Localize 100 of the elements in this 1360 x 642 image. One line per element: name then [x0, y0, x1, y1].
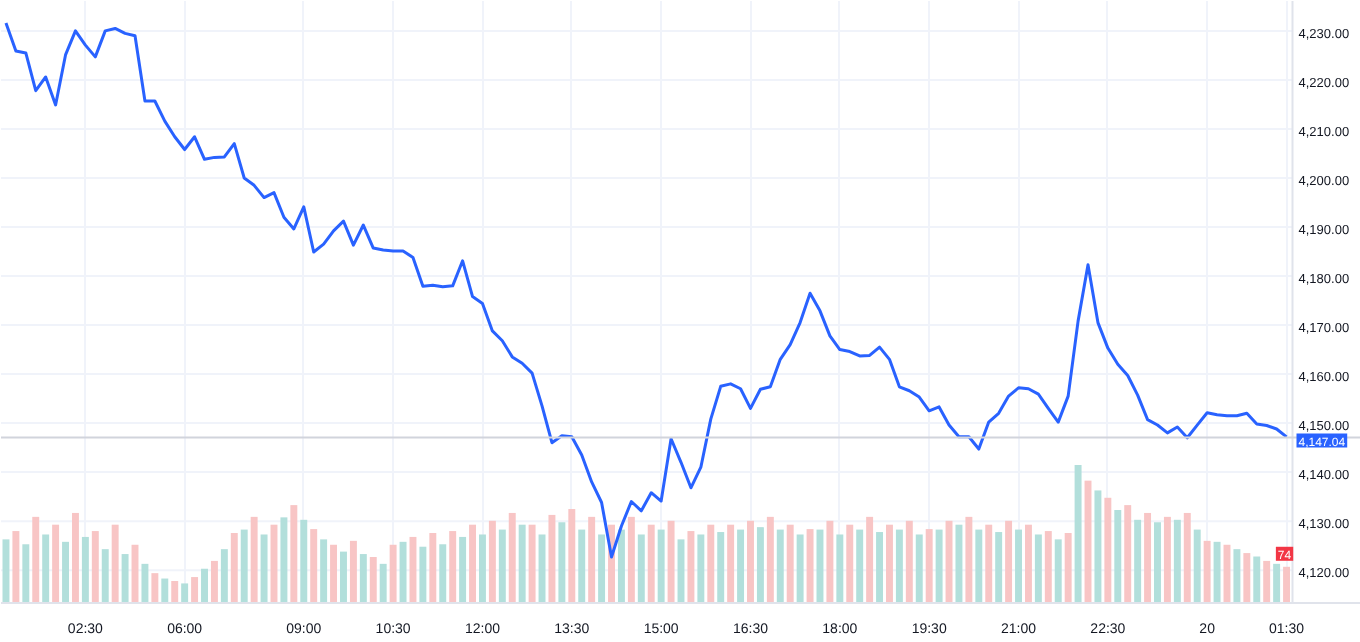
bar: [1154, 522, 1161, 603]
bar: [1253, 556, 1261, 603]
bar: [945, 520, 953, 603]
bar: [588, 516, 596, 603]
bar: [1094, 490, 1102, 603]
bar: [181, 583, 189, 603]
bar: [548, 514, 556, 603]
bar: [340, 551, 347, 603]
bar: [737, 529, 745, 603]
bar: [707, 524, 715, 603]
bar: [1034, 534, 1042, 603]
bar: [459, 536, 467, 603]
bar: [389, 544, 397, 603]
bar: [985, 524, 993, 603]
bar: [439, 544, 447, 603]
bar: [469, 524, 477, 603]
bar: [578, 529, 586, 603]
bar: [379, 563, 387, 603]
bar: [151, 573, 159, 603]
bar: [230, 533, 238, 603]
bar: [409, 536, 417, 603]
bar: [349, 540, 357, 603]
bar: [32, 516, 40, 603]
bar: [1015, 529, 1022, 603]
bar: [62, 541, 69, 603]
bar: [717, 532, 725, 603]
bar: [1213, 541, 1221, 603]
bar: [1183, 512, 1191, 603]
bar: [935, 529, 943, 603]
bar: [1114, 510, 1122, 603]
bar: [359, 554, 367, 603]
bar: [856, 529, 864, 603]
bar: [925, 529, 933, 603]
bar: [1283, 566, 1291, 603]
bar: [657, 529, 665, 603]
bar: [1044, 531, 1052, 603]
line-series: [4, 21, 1289, 559]
bar: [1064, 533, 1072, 603]
bar: [330, 544, 338, 603]
bar: [1144, 512, 1152, 603]
bar: [161, 578, 169, 603]
bar: [419, 546, 427, 603]
bar: [250, 516, 258, 603]
bar: [320, 539, 328, 603]
bar: [71, 512, 79, 603]
bar: [766, 516, 774, 603]
bar: [1134, 519, 1142, 603]
bar: [727, 524, 735, 603]
bar: [1005, 520, 1013, 603]
bar: [1173, 519, 1181, 603]
bar: [915, 534, 923, 603]
bar: [796, 534, 804, 603]
bar: [121, 554, 129, 603]
bar: [955, 524, 963, 603]
bar: [995, 532, 1003, 603]
bar: [697, 534, 705, 603]
bar: [965, 516, 973, 603]
bar: [111, 524, 119, 603]
bar: [2, 539, 10, 603]
bar: [508, 512, 516, 603]
bar: [846, 524, 854, 603]
bar: [12, 531, 20, 603]
bar: [449, 531, 457, 603]
bar: [290, 505, 298, 603]
bar: [747, 520, 754, 603]
bar: [1273, 563, 1281, 603]
bar: [171, 580, 179, 603]
bar: [201, 568, 208, 603]
bar: [91, 531, 99, 603]
bar: [220, 549, 228, 603]
bar: [627, 516, 635, 603]
bar: [776, 529, 784, 603]
bar: [141, 563, 149, 603]
bar: [81, 536, 89, 603]
bar: [429, 533, 437, 603]
bar: [558, 522, 566, 603]
bar: [1163, 516, 1171, 603]
bar: [637, 534, 645, 603]
bar: [478, 534, 486, 603]
bar: [240, 529, 248, 603]
bar: [300, 519, 308, 603]
bar: [280, 517, 288, 603]
bar: [826, 520, 834, 603]
bar: [617, 529, 625, 603]
bar: [786, 524, 794, 603]
bar: [866, 516, 874, 603]
bar: [1074, 464, 1082, 603]
bar: [895, 529, 903, 603]
bar: [1263, 560, 1271, 603]
bar: [1203, 540, 1211, 603]
bar: [756, 527, 764, 603]
bar: [1054, 539, 1062, 603]
bar: [488, 520, 496, 603]
bar: [1024, 524, 1032, 603]
bar: [310, 529, 318, 603]
bar: [42, 534, 50, 603]
bar: [101, 549, 109, 603]
bar: [975, 529, 983, 603]
bar: [647, 524, 655, 603]
bar: [260, 534, 268, 603]
